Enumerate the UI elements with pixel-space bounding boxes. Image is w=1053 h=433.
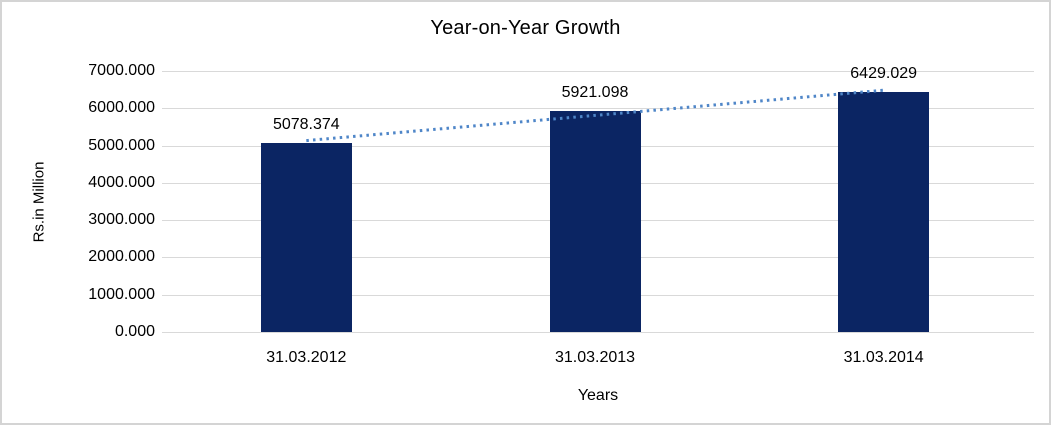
y-tick-label: 0.000 (114, 323, 155, 340)
y-tick-label: 6000.000 (88, 99, 155, 117)
chart-frame: Year-on-Year Growth Rs.in Million Years … (0, 0, 1051, 425)
y-tick-label: 3000.000 (88, 211, 155, 229)
bar-31.03.2014 (838, 92, 930, 332)
x-tick-label: 31.03.2012 (266, 349, 347, 366)
x-axis-title: Years (577, 387, 619, 404)
bar-value-label: 5078.374 (272, 115, 340, 133)
bar-value-label: 5921.098 (561, 84, 629, 102)
y-tick-label: 2000.000 (88, 248, 155, 266)
bar-31.03.2013 (549, 111, 641, 332)
x-tick-label: 31.03.2013 (554, 349, 636, 366)
bar-value-label: 6429.029 (850, 65, 918, 83)
gridline-0.000 (162, 332, 1034, 333)
chart-title: Year-on-Year Growth (430, 17, 621, 39)
bar-31.03.2012 (260, 142, 352, 332)
y-tick-label: 4000.000 (88, 173, 155, 191)
y-tick-label: 1000.000 (88, 285, 155, 303)
y-tick-label: 5000.000 (88, 136, 155, 154)
y-tick-label: 7000.000 (88, 62, 155, 79)
x-tick-label: 31.03.2014 (843, 349, 924, 366)
gridline-7000.000 (162, 71, 1034, 72)
